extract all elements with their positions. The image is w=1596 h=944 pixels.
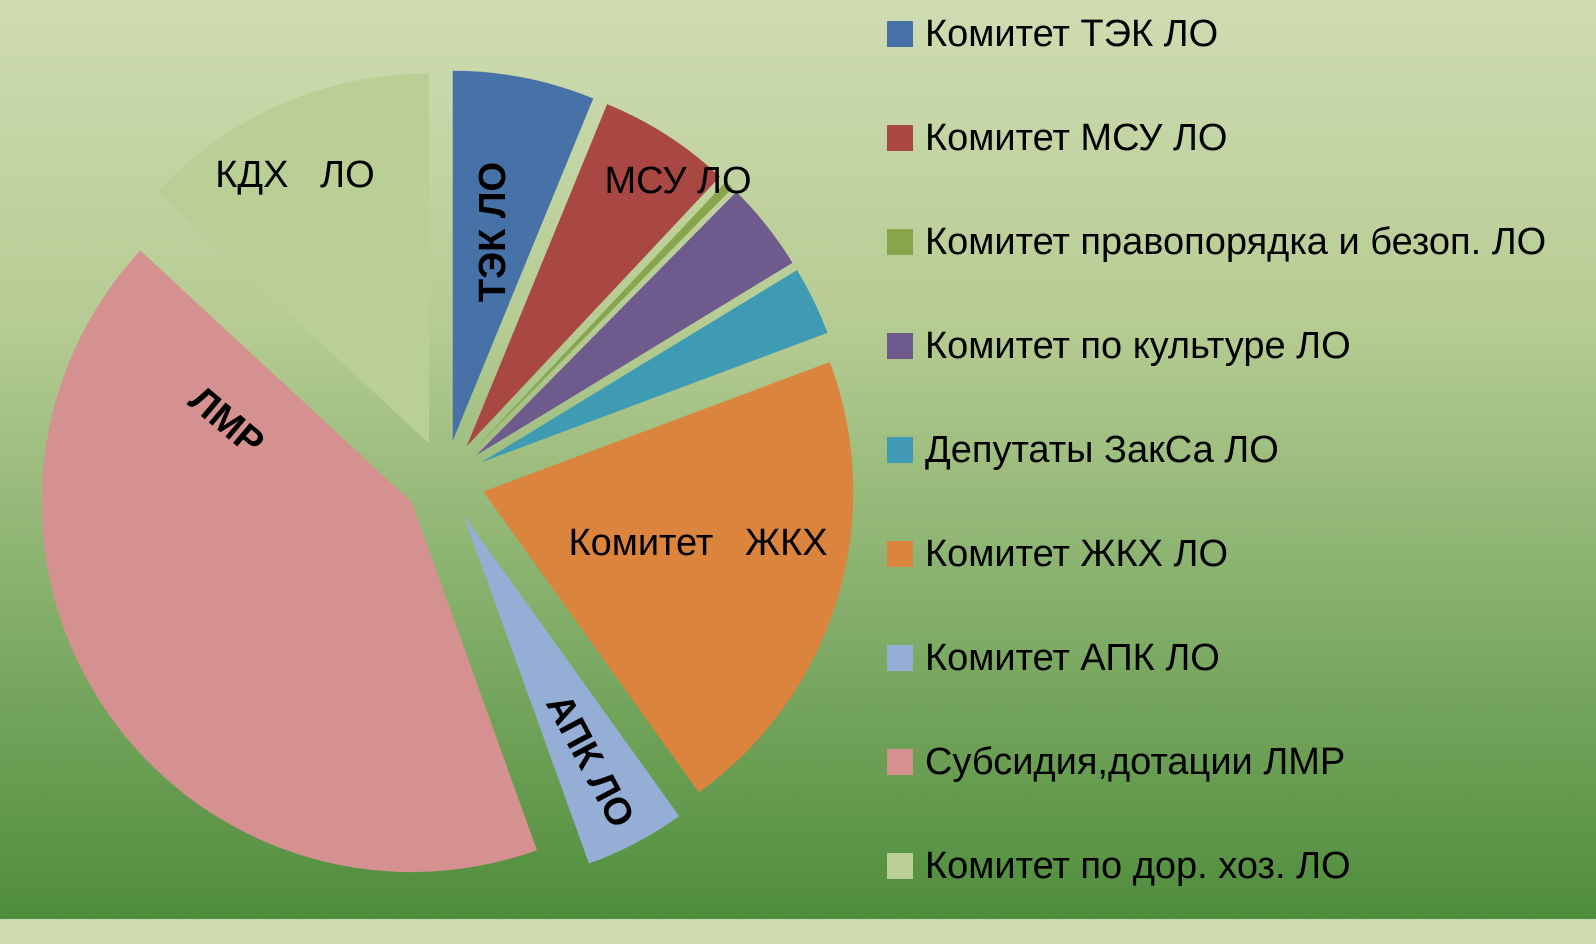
data-label: КДХ ЛО (215, 154, 374, 196)
legend-item: Комитет по дор. хоз. ЛО (887, 840, 1587, 944)
page: ТЭК ЛО МСУ ЛО Комитет ЖКХ АПК ЛО ЛМР КДХ ЛО К… (0, 0, 1596, 919)
pie-slice (483, 361, 854, 793)
data-label: Комитет ЖКХ (568, 522, 827, 564)
pie-slice (476, 191, 793, 456)
legend-label: Субсидия,дотации ЛМР (925, 741, 1346, 783)
legend-item: Комитет МСУ ЛО (887, 112, 1587, 216)
legend-swatch (887, 437, 913, 463)
legend-label: Депутаты ЗакСа ЛО (925, 429, 1279, 471)
legend-item: Комитет по культуре ЛО (887, 320, 1587, 424)
legend-label: Комитет ТЭК ЛО (925, 13, 1219, 55)
legend-swatch (887, 749, 913, 775)
data-label: ТЭК ЛО (472, 162, 514, 302)
pie-slice (157, 73, 429, 444)
pie-slice (463, 515, 680, 864)
legend-swatch (887, 229, 913, 255)
legend-swatch (887, 645, 913, 671)
legend-label: Комитет по дор. хоз. ЛО (925, 845, 1351, 887)
legend-swatch (887, 125, 913, 151)
legend-item: Комитет ЖКХ ЛО (887, 528, 1587, 632)
legend-swatch (887, 333, 913, 359)
legend-label: Комитет правопорядка и безоп. ЛО (925, 221, 1547, 263)
legend-label: Комитет АПК ЛО (925, 637, 1220, 679)
data-label: МСУ ЛО (604, 160, 751, 202)
legend-item: Депутаты ЗакСа ЛО (887, 424, 1587, 528)
legend-item: Субсидия,дотации ЛМР (887, 736, 1587, 840)
legend-swatch (887, 541, 913, 567)
legend-swatch (887, 853, 913, 879)
pie-slice (466, 104, 720, 447)
pie-slice (41, 250, 537, 873)
pie-slice (480, 270, 828, 463)
pie-slice (452, 70, 594, 441)
legend-item: Комитет ТЭК ЛО (887, 8, 1587, 112)
legend-item: Комитет правопорядка и безоп. ЛО (887, 216, 1587, 320)
legend: Комитет ТЭК ЛО Комитет МСУ ЛО Комитет прав… (887, 8, 1587, 944)
legend-label: Комитет МСУ ЛО (925, 117, 1228, 159)
pie-slice (472, 181, 733, 452)
legend-item: Комитет АПК ЛО (887, 632, 1587, 736)
legend-swatch (887, 21, 913, 47)
legend-label: Комитет по культуре ЛО (925, 325, 1351, 367)
legend-label: Комитет ЖКХ ЛО (925, 533, 1229, 575)
